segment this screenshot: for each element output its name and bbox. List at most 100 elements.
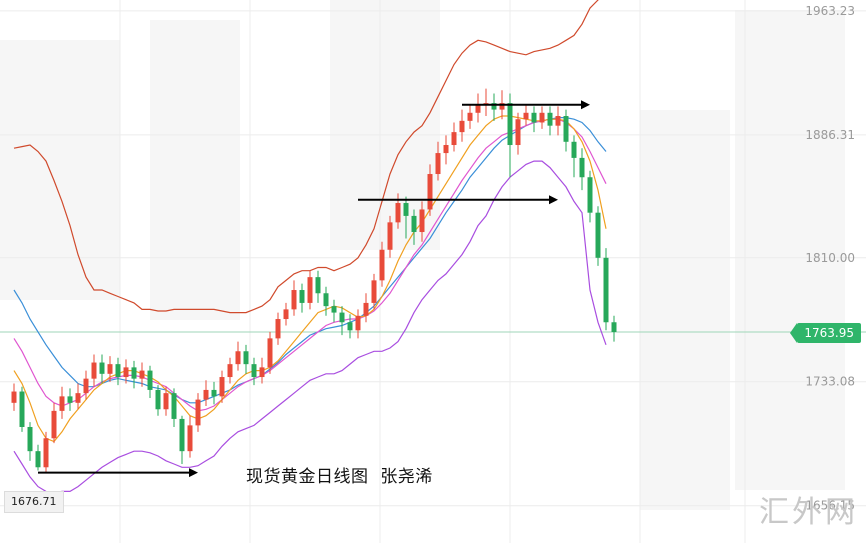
candle — [11, 383, 17, 411]
candle-body — [571, 141, 577, 158]
candle — [355, 309, 361, 339]
candle-body — [459, 120, 465, 133]
candle — [547, 106, 553, 136]
candle-body — [331, 306, 337, 313]
candle-body — [603, 257, 609, 323]
bb-lower-line — [13, 160, 607, 494]
candle — [347, 314, 353, 339]
candle — [83, 370, 89, 400]
candle-body — [395, 203, 401, 223]
y-tick-label: 1810.00 — [805, 251, 855, 265]
candle — [227, 357, 233, 384]
candle — [363, 293, 369, 323]
candle — [251, 357, 257, 386]
bollinger-bands — [13, 0, 607, 494]
candle — [75, 383, 81, 410]
candle — [611, 315, 617, 342]
candle-body — [467, 112, 473, 121]
candle — [131, 360, 137, 389]
ma-mid-line — [13, 118, 607, 412]
candle-body — [67, 396, 73, 403]
candle — [339, 306, 345, 336]
candle — [259, 357, 265, 384]
annotation-arrows — [38, 100, 590, 478]
candle — [139, 362, 145, 387]
candle-body — [171, 393, 177, 419]
candle-body — [323, 293, 329, 307]
price-axis: 1963.23 1886.31 1810.00 1733.08 1656.15 — [805, 4, 855, 513]
candle — [291, 280, 297, 316]
candle-body — [267, 338, 273, 368]
y-tick-label: 1886.31 — [805, 128, 855, 142]
candle — [371, 273, 377, 310]
candle-body — [283, 309, 289, 320]
candle-body — [587, 177, 593, 213]
candle-body — [531, 112, 537, 123]
candle — [275, 312, 281, 345]
candle — [59, 386, 65, 419]
candle-body — [563, 116, 569, 142]
chart-author: 张尧浠 — [380, 467, 433, 487]
candle — [99, 354, 105, 384]
candle-body — [99, 362, 105, 374]
candle — [267, 331, 273, 374]
candle — [243, 344, 249, 374]
candle — [587, 170, 593, 223]
candle — [307, 270, 313, 310]
candle — [491, 93, 497, 121]
candle-body — [515, 119, 521, 146]
candle-body — [371, 280, 377, 303]
current-price-badge: 1763.95 — [790, 323, 861, 343]
candle-body — [427, 174, 433, 210]
candle-body — [235, 351, 241, 365]
candle — [283, 302, 289, 326]
candle — [163, 386, 169, 416]
candle — [515, 112, 521, 155]
candle — [483, 88, 489, 117]
watermark-block — [150, 20, 240, 320]
candle — [435, 141, 441, 181]
candle — [579, 148, 585, 191]
candle-body — [51, 410, 57, 439]
y-tick-label: 1963.23 — [805, 4, 855, 18]
candle — [555, 106, 561, 136]
candle — [115, 357, 121, 386]
candle-body — [19, 391, 25, 427]
candle — [323, 286, 329, 316]
candle — [507, 93, 513, 178]
candle-body — [403, 203, 409, 216]
candle — [179, 415, 185, 465]
candle — [451, 122, 457, 152]
candle-body — [579, 157, 585, 178]
candle-body — [195, 399, 201, 426]
candle-body — [299, 290, 305, 303]
watermark-block — [0, 40, 120, 300]
candle — [443, 135, 449, 165]
candle — [411, 209, 417, 245]
candle-body — [547, 112, 553, 126]
candle-body — [507, 103, 513, 146]
candle-body — [227, 364, 233, 378]
candle-body — [379, 249, 385, 281]
candle — [571, 135, 577, 178]
candle — [475, 93, 481, 123]
site-watermark: 汇外网 — [759, 495, 858, 530]
candle — [419, 201, 425, 242]
chart-caption: 现货黄金日线图 张尧浠 — [246, 462, 433, 487]
low-price-label: 1676.71 — [4, 491, 64, 513]
candle-body — [387, 222, 393, 250]
candle-body — [35, 451, 41, 468]
candle — [539, 106, 545, 129]
candle — [147, 365, 153, 398]
candle-body — [435, 153, 441, 175]
candle-body — [115, 364, 121, 378]
bb-middle-line — [13, 116, 607, 404]
candle-body — [187, 425, 193, 452]
candlestick-series — [11, 88, 617, 473]
candle — [67, 388, 73, 411]
arrow-head — [549, 195, 558, 205]
candle — [51, 402, 57, 444]
y-tick-label: 1656.15 — [805, 499, 855, 513]
